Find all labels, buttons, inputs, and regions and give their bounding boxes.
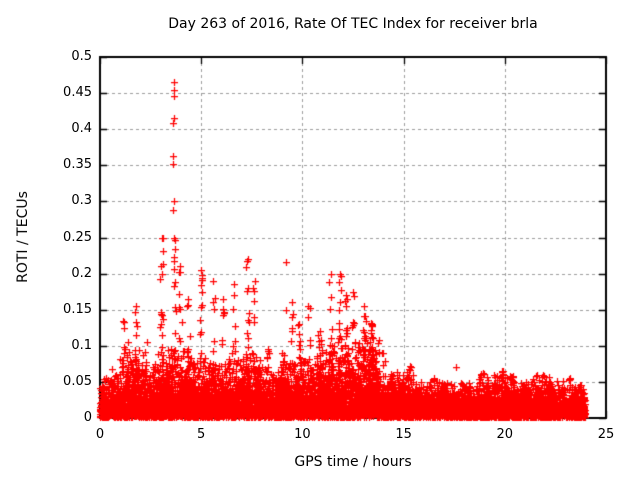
y-tick-label: 0.25 [63, 229, 92, 245]
y-tick-label: 0.5 [71, 49, 92, 64]
y-tick-label: 0.2 [71, 265, 92, 281]
y-tick-label: 0.35 [63, 157, 92, 173]
x-tick-label: 20 [496, 427, 514, 442]
y-tick-label: 0.45 [63, 85, 92, 101]
x-tick-label: 5 [197, 427, 206, 442]
y-tick-label: 0.3 [71, 193, 92, 209]
y-tick-label: 0.15 [63, 301, 92, 317]
chart-title: Day 263 of 2016, Rate Of TEC Index for r… [168, 16, 538, 32]
x-tick-label: 15 [395, 427, 412, 442]
x-tick-label: 0 [95, 427, 105, 442]
y-tick-label: 0.4 [71, 121, 92, 137]
x-tick-label: 10 [294, 427, 311, 442]
x-axis-label: GPS time / hours [294, 454, 412, 470]
x-tick-label: 25 [597, 427, 615, 442]
y-tick-label: 0.05 [63, 373, 92, 389]
y-tick-label: 0.1 [71, 337, 92, 353]
y-tick-label: 0 [83, 410, 92, 425]
